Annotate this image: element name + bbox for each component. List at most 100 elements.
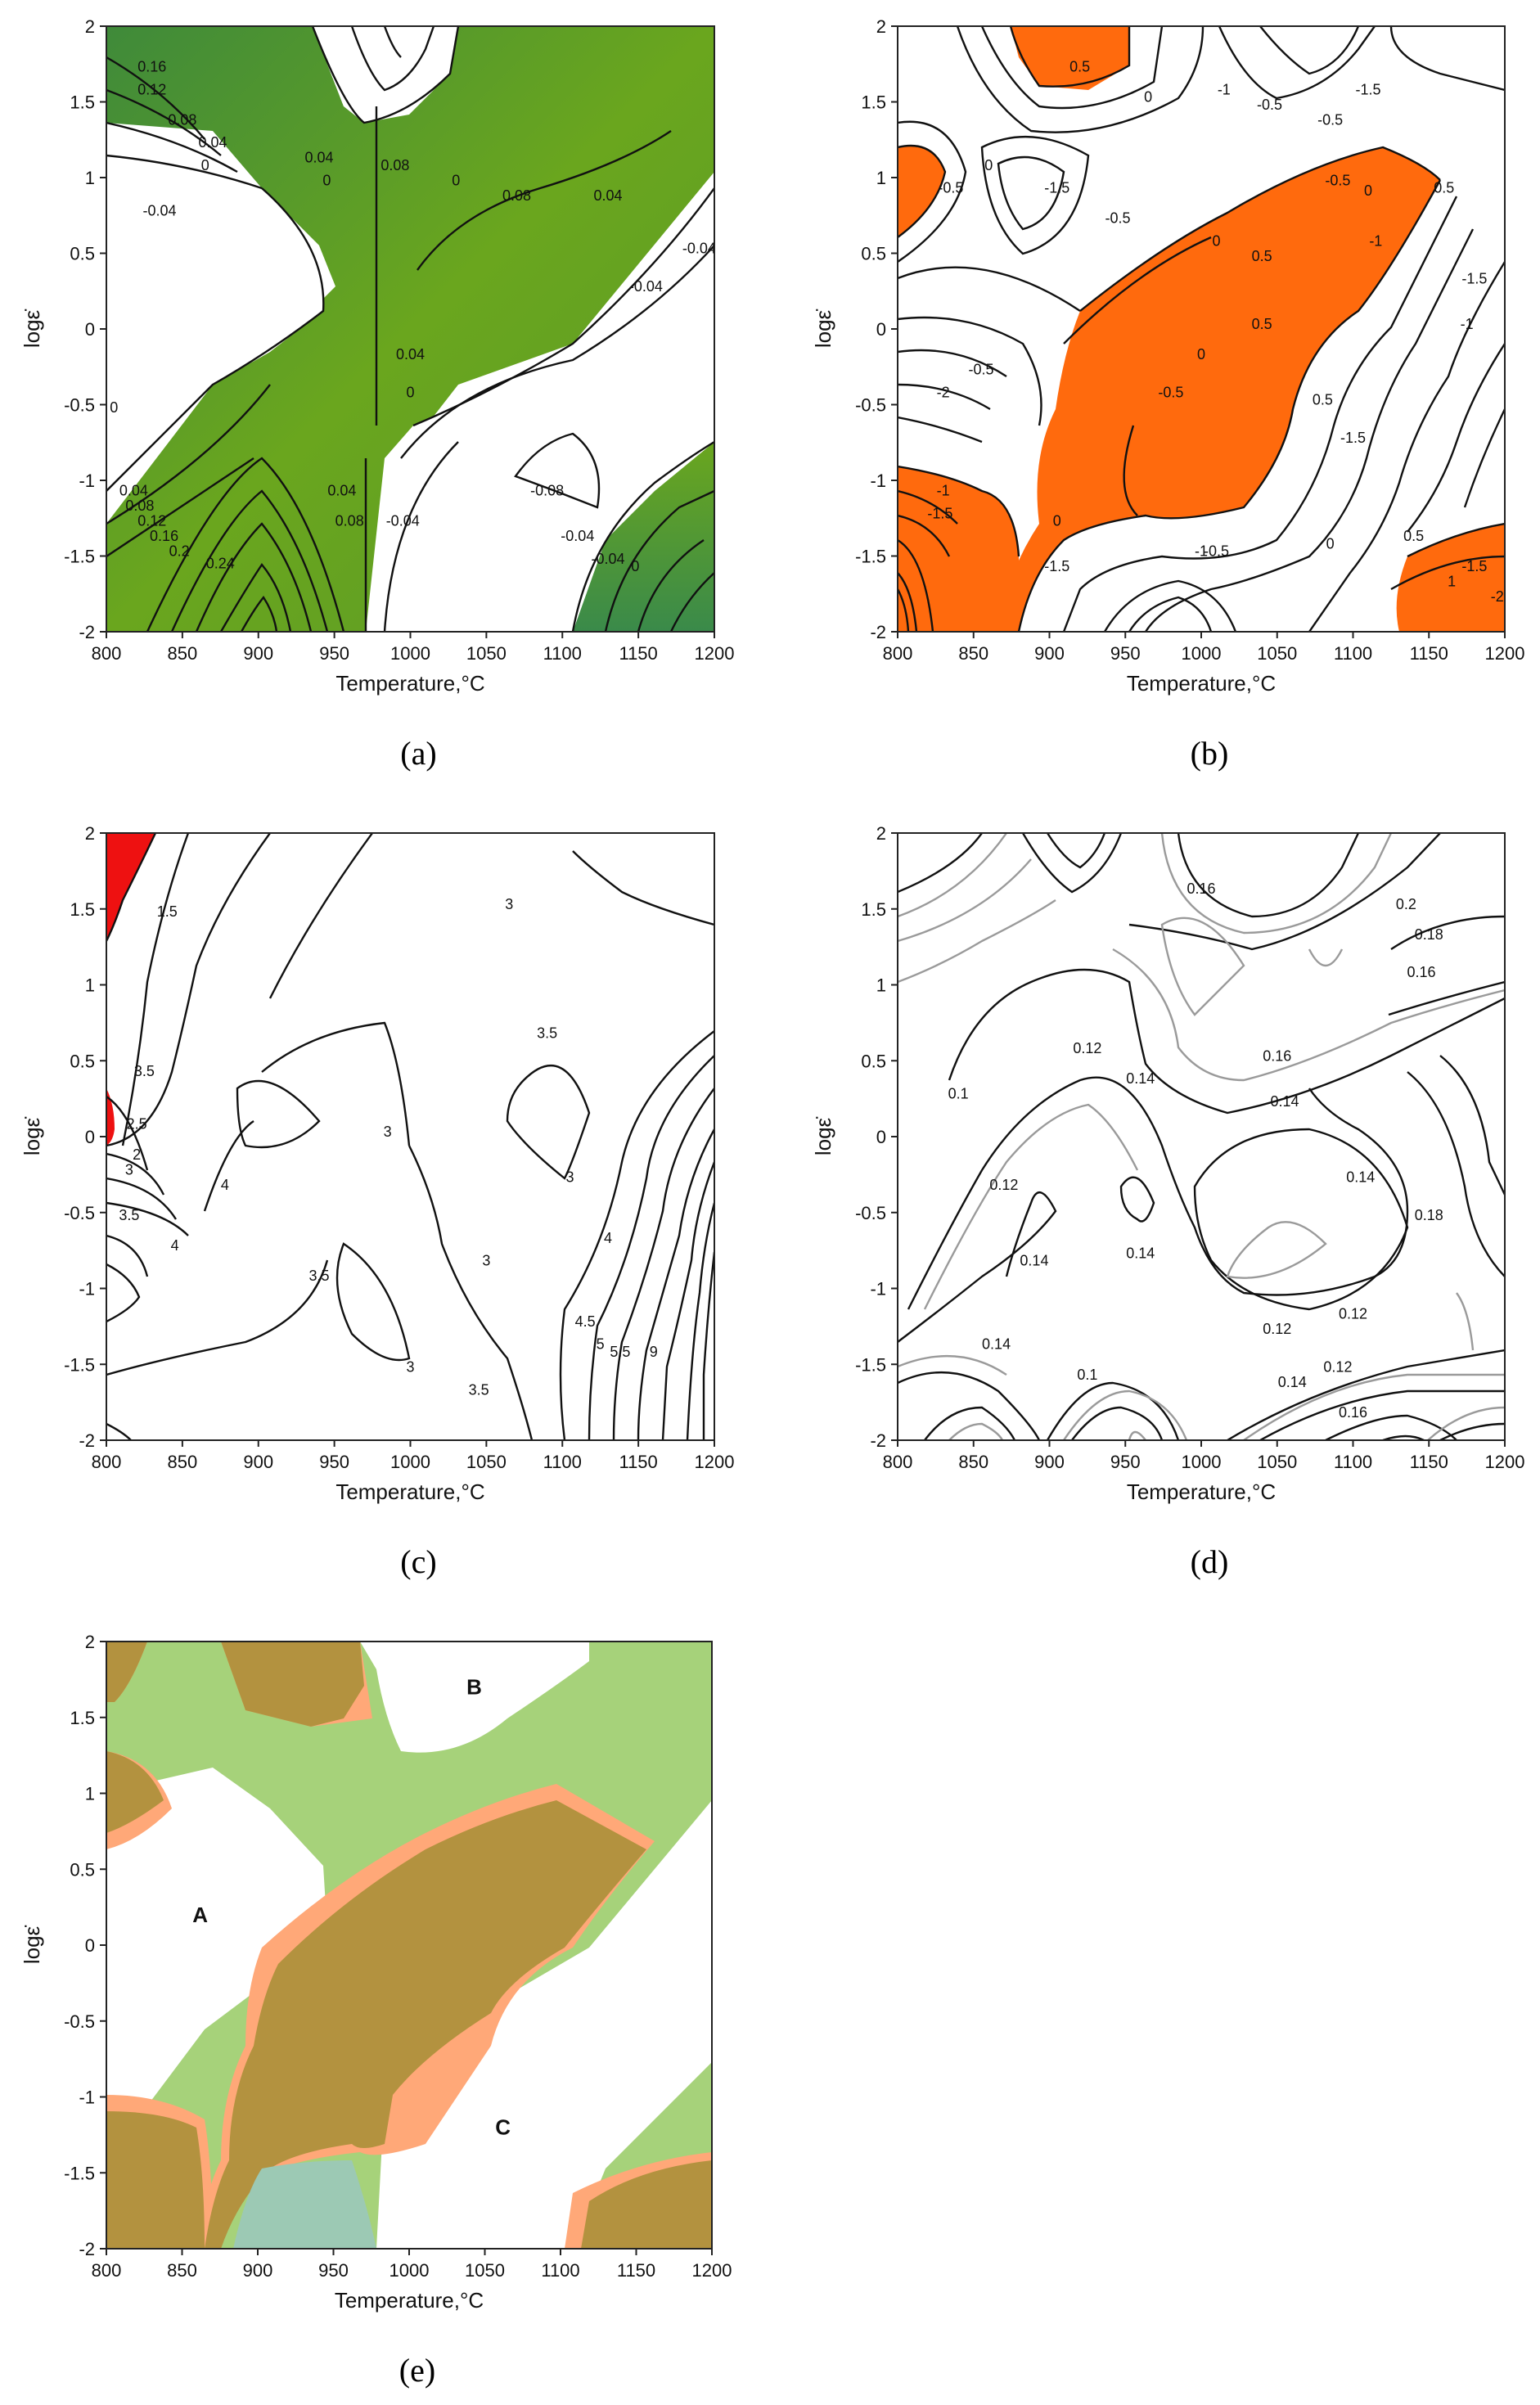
contour-label-b: -0.5 [1325,172,1350,188]
contour-label-d: 0.16 [1263,1047,1291,1064]
contour-label-a: 0.04 [199,134,227,151]
x-tick-label-b: 800 [883,643,913,664]
contour-label-b: 0.5 [1252,316,1272,332]
contour-label-a: 0.08 [502,187,531,204]
x-tick-label-d: 800 [883,1452,913,1472]
contour-label-b: 1 [1448,574,1456,590]
x-tick-label-b: 950 [1110,643,1141,664]
contour-labels-d: 0.16 0.2 0.18 0.16 0.12 0.16 0.14 0.14 0.1 0.12 0.… [948,880,1443,1421]
contour-label-d: 0.2 [1396,896,1416,912]
contour-label-d: 0.12 [1339,1306,1367,1322]
x-tick-label-c: 1100 [543,1452,582,1472]
contour-label-c: 4 [171,1237,179,1254]
contour-label-d: 0.18 [1415,926,1443,943]
contour-label-b: 0.5 [1069,59,1090,75]
contour-label-b: -0.5 [1105,210,1130,227]
contour-label-c: 1.5 [157,903,178,920]
contour-label-a: -0.04 [386,513,420,529]
y-tick-label-b: 0 [876,319,886,340]
contour-label-c: 4 [604,1230,612,1246]
x-tick-label-d: 1200 [1485,1452,1525,1472]
y-tick-label-d: -1 [870,1279,886,1299]
chart-panel-b: 0.50 -1 -1.5-0.5-0.50-0.5 -1.5-0.500.5-1-0.… [898,26,1505,632]
contour-label-a: 0.2 [169,543,190,560]
contour-label-c: 5.5 [610,1344,630,1360]
panel-label-d: (d) [1191,1543,1229,1580]
contour-label-a: 0.04 [327,483,356,499]
contour-label-a: -0.04 [591,551,624,567]
x-tick-label-c: 1050 [466,1452,507,1472]
contour-label-c: 3 [406,1359,414,1376]
x-tick-label-a: 1100 [543,643,582,664]
contour-labels-b: 0.50 -1 -1.5-0.5-0.50-0.5 -1.5-0.500.5-1-0.… [927,59,1503,606]
contour-label-b: -1 [1369,232,1382,249]
x-tick-label-c: 1150 [619,1452,657,1472]
y-tick-label-d: 0 [876,1127,886,1147]
contour-label-a: 0 [406,384,414,400]
y-tick-label-e: -0.5 [64,2011,95,2032]
contour-label-b: -1.5 [1044,558,1069,574]
x-tick-label-b: 1200 [1485,643,1525,664]
contour-label-a: -0.04 [682,241,716,257]
y-tick-label-e: 1 [85,1784,95,1804]
contour-label-a: 0.04 [593,187,622,204]
contour-label-b: 0 [1197,346,1205,363]
contour-label-b: -0.5 [938,180,963,196]
contour-label-a: 0.08 [168,111,196,128]
y-tick-label-a: -2 [79,622,95,642]
contour-label-b: -2 [937,384,950,400]
contour-label-d: 0.14 [1126,1245,1155,1261]
contour-label-a: 0.12 [137,81,166,97]
x-tick-label-a: 850 [168,643,198,664]
contour-label-c: 5 [597,1336,605,1353]
contour-label-c: 3 [482,1253,490,1269]
y-axis-title-e: logε̇ [20,1925,44,1964]
y-tick-label-d: 1 [876,975,886,996]
chart-panel-c: 1.5 3 3 3.5 2 2.5 3 3.5 4 4 3.5 3 3.5 3 3.5 4 4.55 5.5 9 3 [106,833,714,1440]
x-axis-title-e: Temperature,°C [335,2288,484,2313]
x-tick-label-a: 1000 [390,643,430,664]
contour-label-d: 0.1 [1077,1367,1097,1383]
x-tick-label-c: 950 [319,1452,349,1472]
y-tick-label-e: -1 [79,2087,95,2108]
panel-label-e: (e) [399,2352,435,2389]
x-tick-label-e: 950 [318,2260,349,2281]
contour-label-a: 0.08 [335,513,364,529]
x-tick-label-e: 1150 [617,2260,655,2281]
contour-labels-c: 1.5 3 3 3.5 2 2.5 3 3.5 4 4 3.5 3 3.5 3 3.5 4 4.55 5.5 9 3 [119,896,657,1398]
contour-label-a: -0.08 [530,483,564,499]
x-tick-label-b: 1100 [1334,643,1372,664]
contour-label-b: 0 [1144,89,1152,106]
y-tick-label-c: 0.5 [70,1051,95,1071]
x-tick-label-e: 800 [92,2260,122,2281]
contour-label-d: 0.14 [1126,1070,1155,1087]
x-tick-label-a: 950 [319,643,349,664]
contour-label-b: 0 [1053,513,1061,529]
x-tick-label-b: 1000 [1182,643,1222,664]
contour-label-d: 0.14 [982,1336,1011,1353]
contour-label-d: 0.1 [948,1086,969,1102]
contour-label-b: 0 [984,157,993,173]
contour-label-c: 3.5 [309,1268,330,1284]
y-tick-label-a: 2 [85,16,95,37]
y-tick-label-c: 1 [85,975,95,996]
y-tick-label-c: -0.5 [64,1203,95,1223]
y-tick-label-d: -2 [870,1430,886,1451]
x-tick-label-c: 900 [243,1452,273,1472]
y-axis-title-c: logε̇ [20,1116,44,1155]
contour-label-b: -1 [1195,543,1208,560]
contour-label-c: 9 [650,1344,658,1360]
y-tick-label-b: 2 [876,16,886,37]
x-tick-label-a: 1050 [466,643,507,664]
y-tick-label-e: 2 [85,1632,95,1652]
y-axis-title-b: logε̇ [811,309,835,348]
contour-label-c: 3.5 [469,1381,489,1398]
region-label-B: B [466,1675,482,1700]
y-tick-label-e: 0 [85,1935,95,1956]
contour-label-d: 0.18 [1415,1207,1443,1223]
x-tick-label-d: 950 [1110,1452,1141,1472]
y-tick-label-e: 0.5 [70,1859,95,1880]
contour-label-b: -0.5 [1204,543,1229,560]
y-tick-label-e: -1.5 [64,2163,95,2183]
